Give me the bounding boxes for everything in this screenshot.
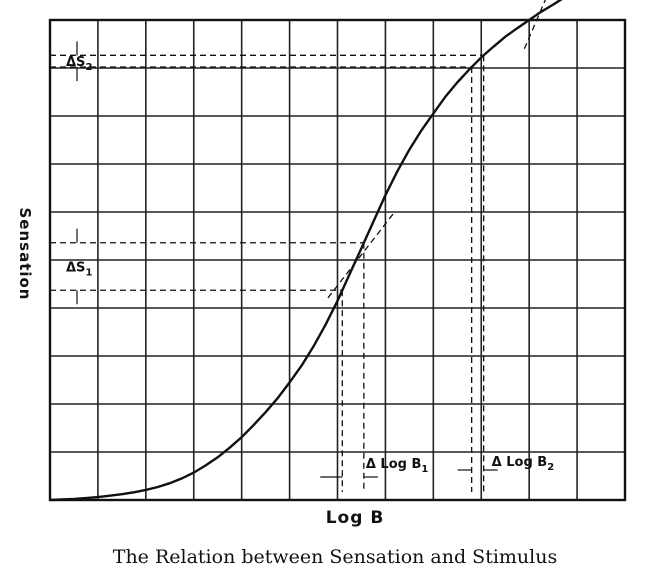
chart-caption: The Relation between Sensation and Stimu… [112,546,558,568]
delta-s1-label: ΔS1 [66,260,92,278]
y-axis-label: Sensation [16,207,34,301]
delta-s2-label: ΔS2 [66,55,92,73]
plot-frame [48,18,627,502]
x-axis-label: Log B [325,508,385,528]
sensation-curve [49,0,563,502]
tangent-line-2 [523,0,546,50]
delta-logb2-label: Δ Log B2 [492,455,555,473]
chart-area: ΔS1 ΔS2 Δ Log B1 Δ Log B2 [48,0,627,502]
delta-logb1-label: Δ Log B1 [366,457,429,475]
tangent-line-1 [327,211,396,299]
